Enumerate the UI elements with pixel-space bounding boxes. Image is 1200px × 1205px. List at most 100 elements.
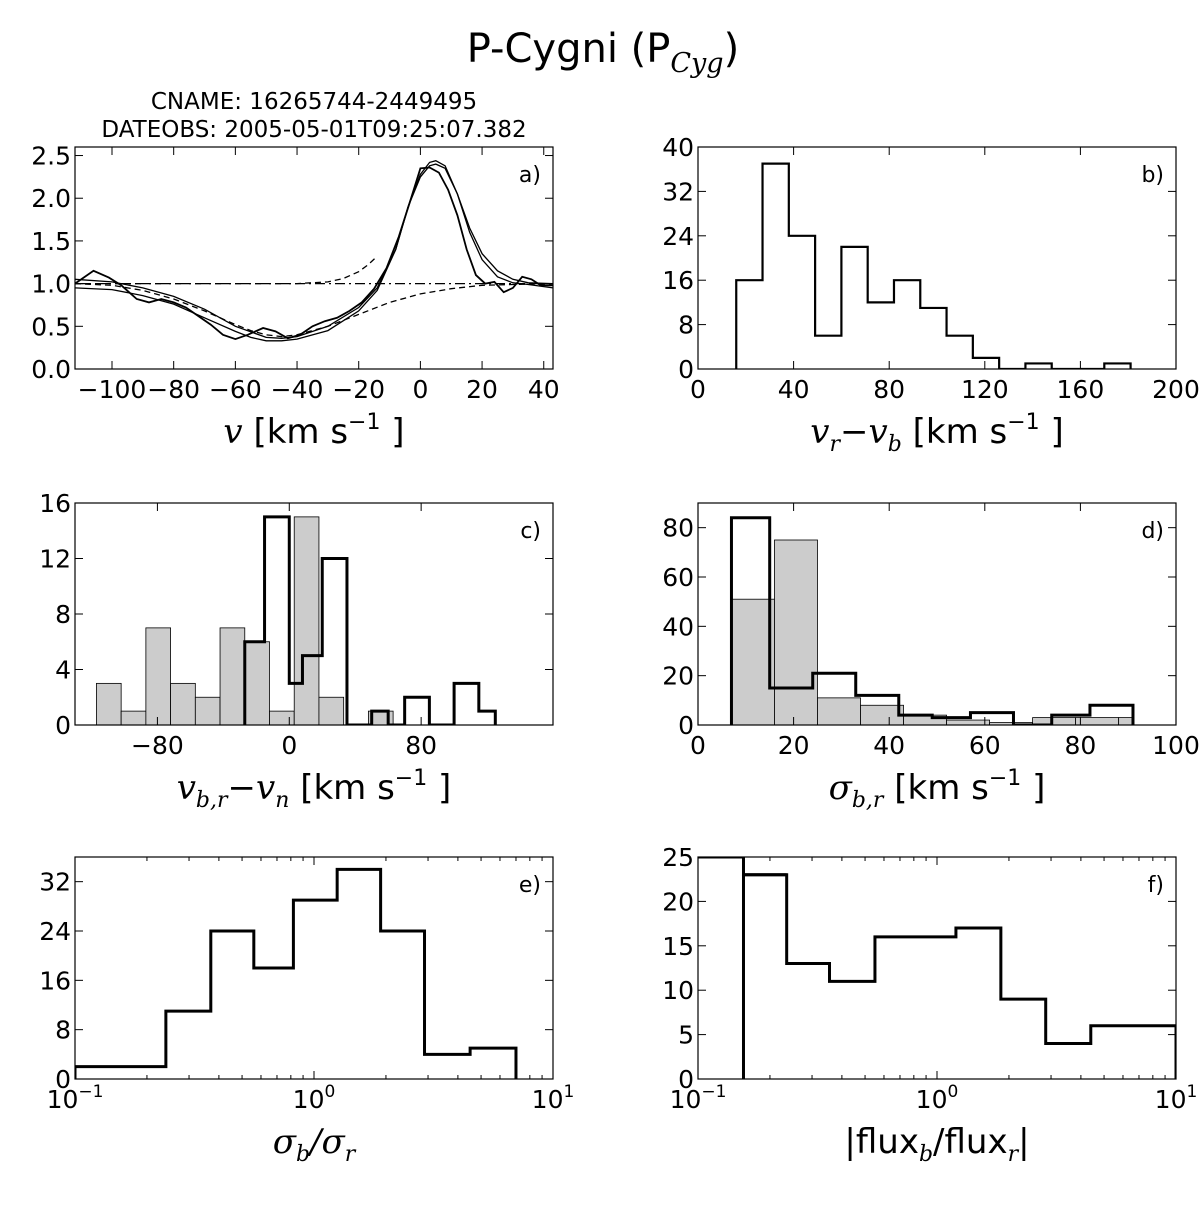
y-tick-label: 24 bbox=[662, 222, 694, 251]
x-tick-label: 100 bbox=[1152, 731, 1200, 760]
x-axis-label: |fluxb/fluxr| bbox=[844, 1122, 1029, 1167]
histogram-outline bbox=[243, 515, 497, 725]
histogram-outline bbox=[698, 857, 787, 877]
x-tick-label: 80 bbox=[1064, 731, 1096, 760]
x-axis-label: v [km s−1 ] bbox=[223, 410, 404, 452]
y-tick-label: 8 bbox=[55, 1016, 71, 1045]
histogram-bar bbox=[219, 627, 246, 725]
y-tick-label: 15 bbox=[662, 932, 694, 961]
y-tick-label: 0 bbox=[678, 711, 694, 740]
histogram-bar bbox=[946, 719, 990, 725]
x-tick-label: −20 bbox=[332, 375, 385, 404]
y-tick-label: 1.0 bbox=[31, 270, 71, 299]
y-tick-label: 0.5 bbox=[31, 312, 71, 341]
panel-f: 0 5 10 15 20 25 10−1 100 101 f) |fluxb/fluxr| bbox=[662, 843, 1197, 1167]
x-tick-label: −80 bbox=[131, 731, 184, 760]
histogram-bar bbox=[817, 697, 861, 725]
y-tick-label: 40 bbox=[662, 612, 694, 641]
x-tick-label: 80 bbox=[873, 375, 905, 404]
x-tick-label: 200 bbox=[1152, 375, 1200, 404]
histogram-outline bbox=[741, 873, 1176, 1079]
y-tick-label: 40 bbox=[662, 133, 694, 162]
histogram-bar bbox=[194, 696, 221, 725]
histogram-bar bbox=[170, 682, 196, 725]
x-tick-label: 0 bbox=[690, 375, 706, 404]
series-line-dashed bbox=[75, 282, 553, 338]
x-tick-label: −40 bbox=[271, 375, 324, 404]
y-tick-label: 4 bbox=[55, 656, 71, 685]
x-tick-label: 100 bbox=[916, 1082, 959, 1114]
x-tick-label: −60 bbox=[209, 375, 262, 404]
histogram-bar bbox=[96, 682, 122, 725]
y-tick-label: 2.0 bbox=[31, 184, 71, 213]
y-tick-label: 0 bbox=[678, 1065, 694, 1094]
y-tick-label: 80 bbox=[662, 514, 694, 543]
panel-label: d) bbox=[1141, 519, 1164, 544]
axes-frame bbox=[697, 502, 1177, 726]
panel-label: b) bbox=[1141, 163, 1164, 188]
plot-area bbox=[75, 160, 553, 342]
panel-header-line: DATEOBS: 2005-05-01T09:25:07.382 bbox=[101, 117, 526, 143]
x-tick-label: −80 bbox=[147, 375, 200, 404]
histogram-bar bbox=[1118, 717, 1134, 725]
x-tick-label: 40 bbox=[528, 375, 560, 404]
series-line-observed bbox=[75, 166, 553, 341]
panel-label: f) bbox=[1148, 873, 1164, 898]
y-tick-label: 10 bbox=[662, 976, 694, 1005]
y-tick-label: 20 bbox=[662, 887, 694, 916]
y-tick-label: 20 bbox=[662, 662, 694, 691]
histogram-outline bbox=[75, 867, 518, 1079]
x-tick-label: 120 bbox=[961, 375, 1009, 404]
y-tick-label: 0 bbox=[55, 711, 71, 740]
x-tick-label: 40 bbox=[873, 731, 905, 760]
plot-area bbox=[96, 515, 497, 725]
y-tick-label: 60 bbox=[662, 563, 694, 592]
panel-c: 0 4 8 12 16 −80 0 80 c) vb,r−vn [km s−1 ] bbox=[39, 489, 554, 813]
panel-label: c) bbox=[520, 519, 541, 544]
x-tick-label: 0 bbox=[690, 731, 706, 760]
plot-area bbox=[735, 162, 1132, 369]
y-tick-label: 32 bbox=[39, 868, 71, 897]
x-tick-label: 0 bbox=[281, 731, 297, 760]
y-tick-label: 2.5 bbox=[31, 142, 71, 171]
figure-title: P-Cygni (PCyg) bbox=[467, 26, 739, 79]
y-tick-label: 8 bbox=[55, 600, 71, 629]
x-tick-label: 40 bbox=[778, 375, 810, 404]
x-tick-label: 10−1 bbox=[670, 1082, 727, 1114]
histogram-bar bbox=[318, 696, 345, 725]
x-tick-label: 80 bbox=[405, 731, 437, 760]
axes-frame bbox=[697, 856, 1177, 1080]
panel-e: 0 8 16 24 32 10−1 100 101 e) σb/σr bbox=[39, 856, 575, 1167]
x-tick-label: 160 bbox=[1057, 375, 1105, 404]
axes-frame bbox=[74, 856, 554, 1080]
x-tick-label: 0 bbox=[412, 375, 428, 404]
histogram-bar bbox=[774, 539, 818, 725]
y-tick-label: 32 bbox=[662, 177, 694, 206]
x-axis-label: vr−vb [km s−1 ] bbox=[810, 410, 1063, 457]
histogram-bar bbox=[145, 627, 171, 725]
y-tick-label: 24 bbox=[39, 917, 71, 946]
x-axis-label: vb,r−vn [km s−1 ] bbox=[177, 766, 452, 813]
series-line-fit_smooth bbox=[75, 160, 553, 342]
histogram-bar bbox=[120, 710, 147, 725]
y-tick-label: 1.5 bbox=[31, 227, 71, 256]
y-tick-label: 5 bbox=[678, 1021, 694, 1050]
panel-d: 0 20 40 60 80 0 20 40 60 80 100 d) σb,r [km s−1 ] bbox=[662, 502, 1200, 813]
x-axis-label: σb,r [km s−1 ] bbox=[829, 766, 1046, 813]
y-tick-label: 12 bbox=[39, 545, 71, 574]
y-tick-label: 0 bbox=[55, 1065, 71, 1094]
x-tick-label: 100 bbox=[293, 1082, 336, 1114]
panel-b: 0 8 16 24 32 40 0 40 80 120 160 200 b) vr−vb [km s−1 … bbox=[662, 133, 1200, 457]
x-tick-label: 101 bbox=[532, 1082, 575, 1114]
axes-frame bbox=[74, 146, 554, 370]
plot-area bbox=[698, 857, 1176, 1079]
y-tick-label: 16 bbox=[662, 266, 694, 295]
histogram-bar bbox=[244, 641, 270, 725]
x-tick-label: −100 bbox=[78, 375, 147, 404]
series-line-fit_total bbox=[75, 163, 553, 339]
histogram-bar bbox=[269, 710, 295, 725]
histogram-outline bbox=[729, 516, 1135, 725]
x-axis-label: σb/σr bbox=[273, 1122, 357, 1167]
